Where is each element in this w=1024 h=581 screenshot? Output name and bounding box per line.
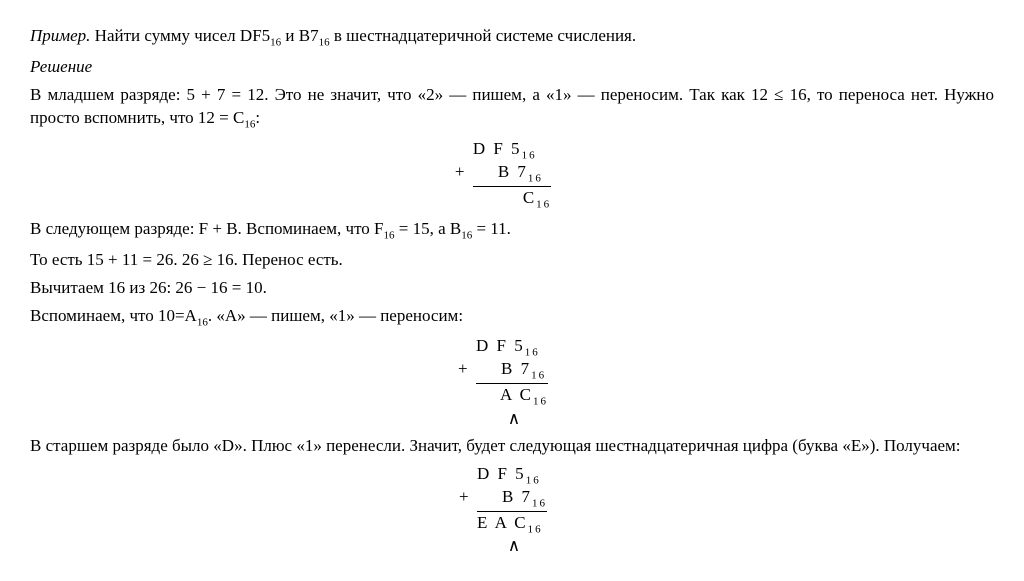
paragraph-2: В следующем разряде: F + B. Вспоминаем, …: [30, 217, 994, 244]
p1-text-a: В младшем разряде: 5 + 7 = 12. Это не зн…: [30, 85, 994, 128]
calc1-r1-sub: 16: [522, 150, 537, 162]
calc-3: D F 516 B 716 E A C16 ∧: [477, 464, 547, 556]
calc-block-3: D F 516 B 716 E A C16 ∧: [30, 464, 994, 556]
calc1-r2-text: B 7: [473, 162, 528, 181]
calc1-r1-text: D F 5: [473, 139, 522, 158]
solution-heading: Решение: [30, 55, 994, 79]
calc3-r3-sub: 16: [528, 523, 543, 535]
sub-6: 16: [197, 316, 208, 328]
calc2-r2-sub: 16: [531, 370, 546, 382]
calc-block-1: D F 516 B 716 C16: [30, 139, 994, 211]
sub-3: 16: [244, 119, 255, 131]
calc3-r3: E A C16: [477, 511, 547, 536]
calc2-caret: ∧: [476, 409, 548, 429]
paragraph-3: То есть 15 + 11 = 26. 26 ≥ 16. Перенос е…: [30, 248, 994, 272]
p2-text-b: = 15, а B: [394, 219, 461, 238]
calc3-r2-text: B 7: [477, 487, 532, 506]
calc2-r1-sub: 16: [525, 347, 540, 359]
calc2-r1-text: D F 5: [476, 336, 525, 355]
calc3-r2-sub: 16: [532, 497, 547, 509]
p1-text-b: :: [255, 108, 260, 127]
p2-text-a: В следующем разряде: F + B. Вспоминаем, …: [30, 219, 383, 238]
calc2-r1: D F 516: [476, 336, 548, 359]
calc-2: D F 516 B 716 A C16 ∧: [476, 336, 548, 428]
calc1-r3: C16: [473, 186, 551, 211]
p2-text-c: = 11.: [472, 219, 511, 238]
paragraph-1: В младшем разряде: 5 + 7 = 12. Это не зн…: [30, 83, 994, 134]
calc-1: D F 516 B 716 C16: [473, 139, 551, 211]
calc2-r3-text: A C: [476, 385, 533, 404]
example-text-1: Найти сумму чисел DF5: [90, 26, 270, 45]
sub-4: 16: [383, 230, 394, 242]
calc3-r1-sub: 16: [526, 474, 541, 486]
calc3-r1-text: D F 5: [477, 464, 526, 483]
calc1-r2-sub: 16: [528, 173, 543, 185]
calc2-r2-text: B 7: [476, 359, 531, 378]
calc3-caret: ∧: [477, 536, 547, 556]
example-text-2: и B7: [281, 26, 318, 45]
sub-5: 16: [461, 230, 472, 242]
calc2-r2: B 716: [476, 359, 548, 382]
sub-1: 16: [270, 36, 281, 48]
calc2-r3-sub: 16: [533, 396, 548, 408]
paragraph-5: Вспоминаем, что 10=A16. «A» — пишем, «1»…: [30, 304, 994, 331]
calc-block-2: D F 516 B 716 A C16 ∧: [30, 336, 994, 428]
calc1-r1: D F 516: [473, 139, 551, 162]
calc3-r2: B 716: [477, 487, 547, 510]
calc1-r3-text: C: [473, 188, 536, 207]
paragraph-4: Вычитаем 16 из 26: 26 − 16 = 10.: [30, 276, 994, 300]
p5-text-b: . «A» — пишем, «1» — переносим:: [208, 306, 463, 325]
sub-2: 16: [319, 36, 330, 48]
p5-text-a: Вспоминаем, что 10=A: [30, 306, 197, 325]
calc3-r3-text: E A C: [477, 513, 528, 532]
solution-label: Решение: [30, 57, 92, 76]
example-line: Пример. Найти сумму чисел DF516 и B716 в…: [30, 24, 994, 51]
paragraph-6: В старшем разряде было «D». Плюс «1» пер…: [30, 434, 994, 458]
calc1-r2: B 716: [473, 162, 551, 185]
calc1-r3-sub: 16: [536, 199, 551, 211]
calc2-r3: A C16: [476, 383, 548, 408]
calc3-r1: D F 516: [477, 464, 547, 487]
example-text-3: в шестнадцатеричной системе счисления.: [330, 26, 637, 45]
example-label: Пример.: [30, 26, 90, 45]
